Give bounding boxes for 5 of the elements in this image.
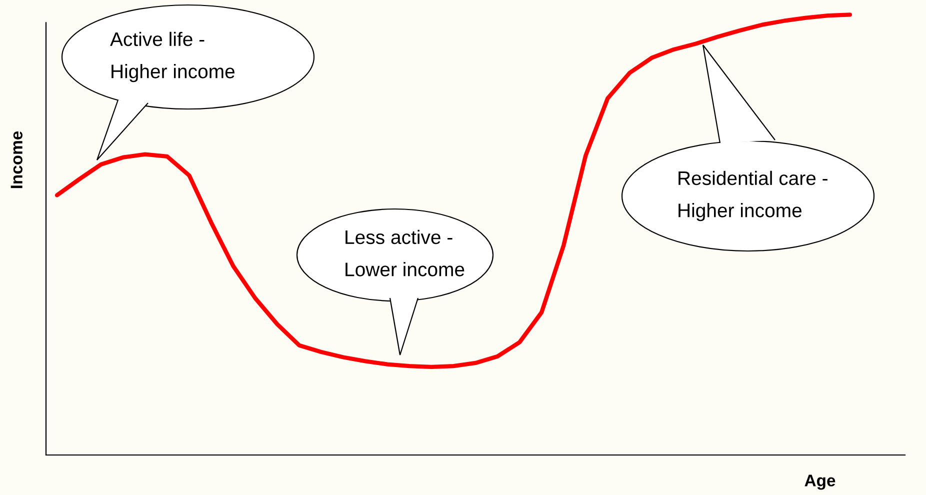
annotation: Active life - Higher income bbox=[110, 32, 234, 82]
annotation: Less active - Lower income bbox=[346, 230, 464, 276]
x-axis-title: Age bbox=[804, 474, 836, 490]
y-axis-title: Income bbox=[10, 131, 22, 188]
annotation: Residential care - Higher income bbox=[678, 170, 828, 222]
